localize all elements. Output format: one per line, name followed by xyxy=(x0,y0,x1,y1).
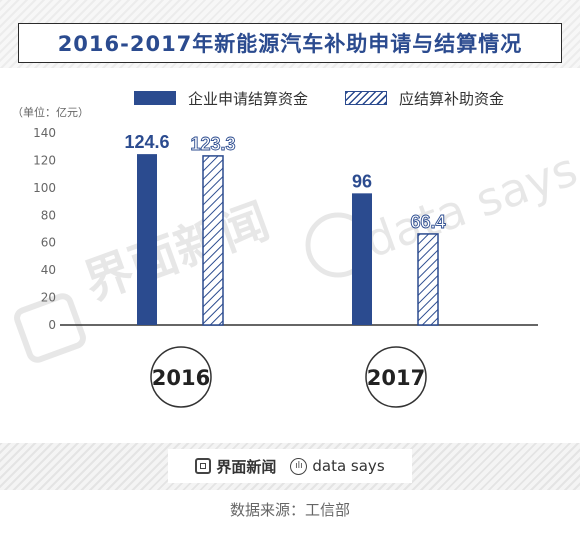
footer-pill: 界面新闻 ılı data says xyxy=(168,449,412,483)
category-label: 2017 xyxy=(367,366,425,390)
bar xyxy=(417,233,439,326)
watermark-logo-icon xyxy=(14,293,86,363)
legend-label-settled: 应结算补助资金 xyxy=(399,89,505,108)
y-tick-label: 20 xyxy=(41,291,56,305)
unit-label: （单位：亿元） xyxy=(12,105,89,119)
y-axis-ticks: 0 20 40 60 80 100 120 140 xyxy=(33,126,56,332)
y-tick-label: 60 xyxy=(41,236,56,250)
legend-item-applied: 企业申请结算资金 xyxy=(134,88,308,108)
title-box: 2016-2017年新能源汽车补助申请与结算情况 xyxy=(18,23,562,63)
category-label: 2016 xyxy=(152,366,210,390)
bar-value-label: 96 xyxy=(352,171,372,191)
footer-brand-b: ılı data says xyxy=(290,457,385,475)
chart-svg: 界面新闻 data says （单位：亿元） 0 20 40 60 80 100 120 14… xyxy=(12,105,580,408)
chart-title: 2016-2017年新能源汽车补助申请与结算情况 xyxy=(57,32,523,56)
watermark-right-text: data says xyxy=(357,142,580,269)
bar xyxy=(352,193,372,325)
y-tick-label: 140 xyxy=(33,126,56,140)
datasays-logo-icon: ılı xyxy=(290,457,308,475)
category-badge-circle xyxy=(365,346,427,408)
y-tick-label: 80 xyxy=(41,208,56,222)
category-labels: 2016 2017 xyxy=(150,346,427,408)
y-tick-label: 100 xyxy=(33,181,56,195)
legend-swatch-hatched xyxy=(345,91,387,105)
footer-brand-a-name: 界面新闻 xyxy=(216,457,277,476)
bar-value-label: 123.3 xyxy=(190,134,235,154)
bar-value-label: 66.4 xyxy=(410,212,445,232)
bars xyxy=(137,154,439,326)
source-note: 数据来源：工信部 xyxy=(229,501,350,519)
title-band: 2016-2017年新能源汽车补助申请与结算情况 xyxy=(0,0,580,68)
bar xyxy=(202,155,224,326)
jiemian-logo-icon xyxy=(195,458,212,474)
y-tick-label: 40 xyxy=(41,263,56,277)
footer-brand-a: 界面新闻 xyxy=(195,456,276,477)
legend-swatch-solid xyxy=(134,91,176,105)
y-tick-label: 120 xyxy=(33,153,56,167)
watermark-left-text: 界面新闻 xyxy=(77,193,277,311)
legend-label-applied: 企业申请结算资金 xyxy=(188,89,309,108)
y-tick-label: 0 xyxy=(48,318,56,332)
bar xyxy=(137,154,157,325)
category-badge-circle xyxy=(150,346,212,408)
watermark: 界面新闻 data says xyxy=(14,142,580,363)
footer-brand-b-name: data says xyxy=(312,457,385,475)
legend-item-settled: 应结算补助资金 xyxy=(345,88,504,108)
bar-value-labels: 124.6 123.3 96 66.4 xyxy=(124,132,445,232)
bar-value-label: 124.6 xyxy=(124,132,169,152)
